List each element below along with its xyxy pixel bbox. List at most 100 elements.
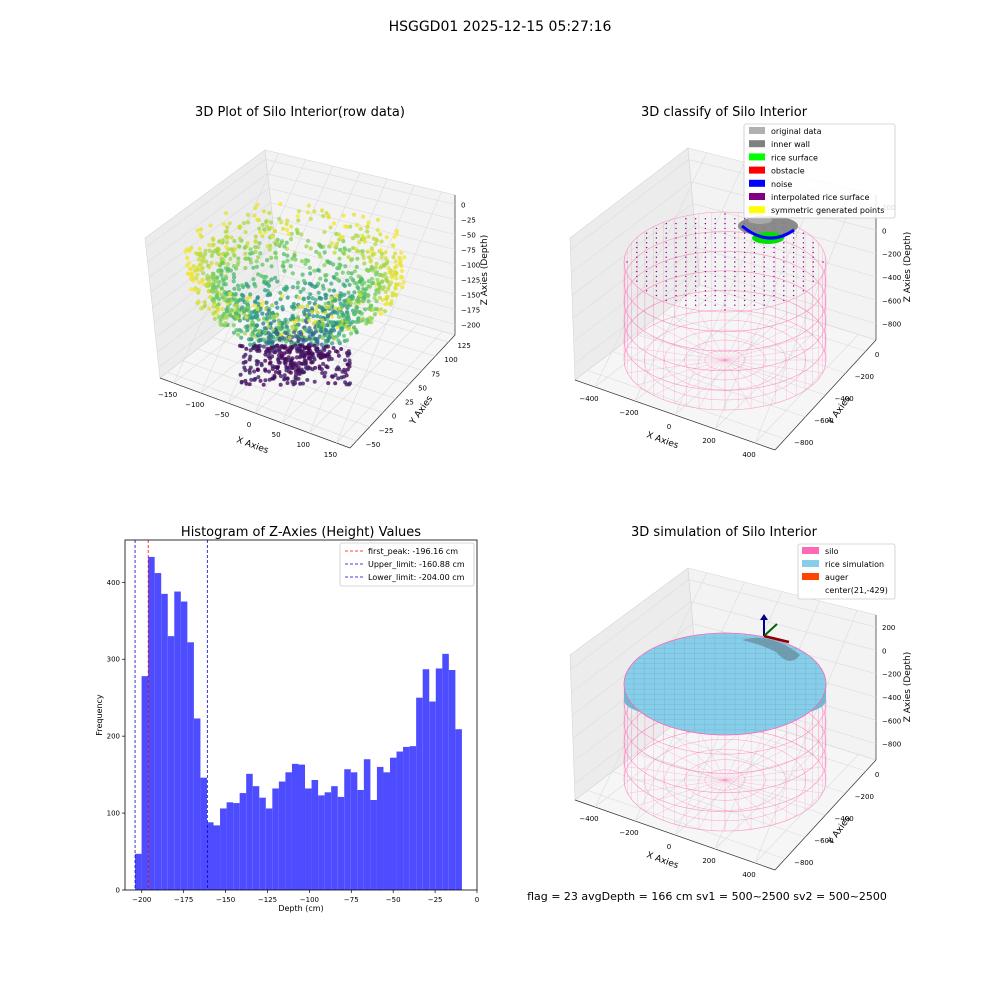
- histogram-bar: [291, 763, 299, 890]
- legend-swatch: [802, 573, 819, 580]
- x-tick-label: 50: [272, 431, 281, 439]
- legend-swatch: [749, 206, 765, 214]
- legend-swatch: [749, 179, 765, 187]
- legend-label: noise: [771, 180, 792, 189]
- y-tick-label: 125: [457, 342, 470, 350]
- panel-histogram: Histogram of Z-Axies (Height) Values −20…: [95, 525, 479, 913]
- y-tick-label: 200: [107, 733, 120, 741]
- histogram-bar: [337, 796, 345, 890]
- legend-label: symmetric generated points: [771, 206, 884, 215]
- x-tick-label: −100: [185, 401, 204, 409]
- classify-z-axis-label: Z Axies (Depth): [903, 232, 913, 303]
- x-tick-label: −400: [579, 815, 598, 823]
- histogram-bar: [259, 797, 266, 890]
- histogram-bar: [357, 790, 364, 890]
- y-tick-label: −800: [794, 439, 813, 447]
- legend-label: Upper_limit: -160.88 cm: [368, 560, 465, 569]
- histogram-bar: [298, 764, 306, 890]
- histogram-bar: [403, 746, 410, 890]
- classify-x-axis-label: X Axies: [645, 430, 680, 451]
- raw-scatter-points: [183, 201, 407, 387]
- histogram-bar: [318, 795, 325, 890]
- histogram-bar: [350, 772, 358, 890]
- y-tick-label: −200: [855, 793, 874, 801]
- x-tick-label: 200: [702, 437, 715, 445]
- y-tick-label: 25: [405, 399, 414, 407]
- histogram-bar: [390, 757, 397, 890]
- x-tick-label: −125: [258, 896, 277, 904]
- histogram-bar: [180, 601, 188, 890]
- legend-swatch: [749, 140, 765, 148]
- panel-raw-3d: 3D Plot of Silo Interior(row data) −150−…: [144, 105, 490, 459]
- histogram-bar: [344, 769, 351, 890]
- y-tick-label: 0: [875, 771, 879, 779]
- footer-status-line: flag = 23 avgDepth = 166 cm sv1 = 500~25…: [527, 890, 887, 903]
- legend-swatch: [749, 193, 765, 200]
- histogram-bar: [422, 669, 430, 890]
- histogram-bar: [239, 793, 247, 890]
- legend-swatch: [802, 560, 819, 567]
- z-tick-label: 200: [882, 624, 895, 632]
- histogram-bar: [376, 766, 384, 890]
- panel-simulation-3d: 3D simulation of Silo Interior −400 −200 0…: [569, 525, 913, 879]
- histogram-bar: [252, 786, 260, 890]
- x-tick-label: −200: [132, 896, 151, 904]
- z-tick-label: 0: [882, 227, 886, 235]
- x-tick-label: −100: [300, 896, 319, 904]
- legend-label: rice surface: [771, 153, 818, 162]
- simulation-x-tick-labels: −400 −200 0 200 400: [579, 815, 755, 879]
- y-tick-label: −25: [379, 427, 394, 435]
- x-tick-label: 200: [702, 857, 715, 865]
- histogram-bar: [206, 822, 214, 890]
- histogram-bar: [311, 780, 319, 890]
- histogram-bar: [187, 642, 194, 890]
- histogram-bar: [265, 808, 273, 890]
- simulation-rice-surface: [623, 632, 827, 736]
- histogram-bar: [409, 746, 417, 890]
- legend-swatch: [749, 166, 765, 174]
- y-tick-label: 0: [875, 351, 879, 359]
- x-tick-label: −75: [344, 896, 359, 904]
- y-tick-label: 400: [107, 579, 120, 587]
- histogram-bar: [396, 751, 404, 890]
- simulation-x-axis-label: X Axies: [645, 850, 680, 871]
- z-tick-label: −125: [461, 277, 480, 285]
- x-tick-label: 0: [667, 423, 671, 431]
- y-tick-label: 300: [107, 656, 120, 664]
- histogram-y-axis-label: Frequency: [95, 694, 104, 736]
- raw-z-tick-labels: 0 −25 −50 −75 −100 −125 −150 −175 −200: [461, 202, 480, 330]
- histogram-plot-frame: [124, 539, 478, 891]
- z-tick-label: −600: [882, 297, 901, 305]
- raw-plot-title: 3D Plot of Silo Interior(row data): [195, 105, 405, 120]
- histogram-bar: [154, 573, 162, 890]
- histogram-bar: [141, 676, 149, 890]
- legend-swatch: [749, 153, 765, 161]
- classify-legend: original data inner wall rice surface obsta…: [743, 123, 896, 219]
- y-tick-label: −400: [835, 395, 854, 403]
- histogram-bar: [278, 781, 286, 890]
- legend-label: rice simulation: [825, 560, 884, 569]
- classify-plot-title: 3D classify of Silo Interior: [641, 105, 808, 120]
- z-tick-label: −100: [461, 262, 480, 270]
- simulation-z-tick-labels: 200 0 −200 −400 −600 −800: [882, 624, 901, 749]
- y-tick-label: −50: [366, 441, 381, 449]
- simulation-auger: [760, 614, 790, 644]
- y-tick-label: 75: [431, 370, 440, 378]
- legend-label: inner wall: [771, 140, 810, 149]
- z-tick-label: 0: [882, 647, 886, 655]
- panel-classify-3d: 3D classify of Silo Interior −400 −200 0 20…: [569, 105, 913, 459]
- histogram-bar: [226, 802, 234, 890]
- histogram-bar: [429, 701, 436, 890]
- legend-label: silo: [825, 547, 839, 556]
- x-tick-label: −150: [158, 391, 177, 399]
- histogram-bar: [193, 718, 201, 890]
- simulation-z-axis-label: Z Axies (Depth): [903, 652, 913, 723]
- y-tick-label: −800: [794, 859, 813, 867]
- histogram-bar: [305, 788, 312, 890]
- x-tick-label: 400: [742, 451, 755, 459]
- y-tick-label: 0: [392, 413, 396, 421]
- histogram-bar: [285, 772, 292, 890]
- y-tick-label: −600: [814, 417, 833, 425]
